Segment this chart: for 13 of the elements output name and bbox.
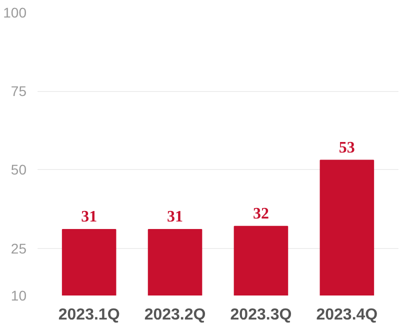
x-tick-label: 2023.4Q — [316, 306, 378, 324]
x-tick-label: 2023.2Q — [144, 306, 206, 324]
y-tick-label: 75 — [10, 83, 27, 100]
x-tick-label: 2023.3Q — [230, 306, 292, 324]
data-label: 53 — [338, 139, 355, 156]
y-tick-label: 50 — [10, 162, 27, 178]
y-tick-label: 100 — [3, 4, 27, 20]
data-label: 31 — [81, 208, 98, 226]
x-tick-label: 2023.1Q — [58, 306, 120, 324]
data-label: 32 — [252, 205, 269, 222]
data-label: 31 — [167, 208, 184, 226]
y-tick-label: 10 — [10, 288, 27, 304]
y-tick-label: 25 — [10, 240, 27, 256]
